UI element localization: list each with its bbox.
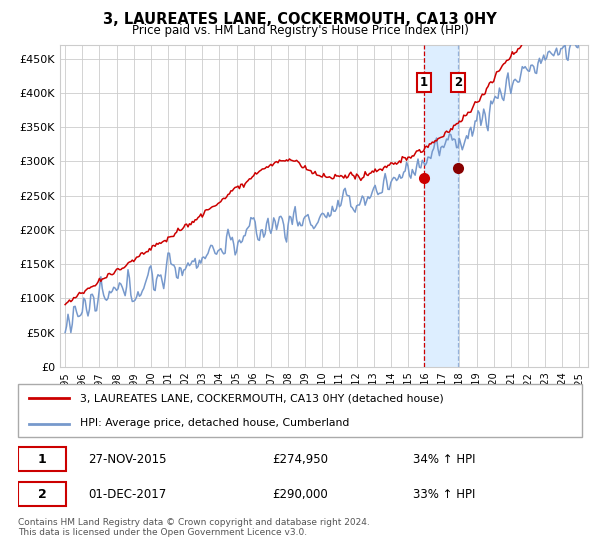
Text: Price paid vs. HM Land Registry's House Price Index (HPI): Price paid vs. HM Land Registry's House … <box>131 24 469 36</box>
Text: 2: 2 <box>454 76 462 89</box>
Text: 3, LAUREATES LANE, COCKERMOUTH, CA13 0HY (detached house): 3, LAUREATES LANE, COCKERMOUTH, CA13 0HY… <box>80 394 444 404</box>
Text: 3, LAUREATES LANE, COCKERMOUTH, CA13 0HY: 3, LAUREATES LANE, COCKERMOUTH, CA13 0HY <box>103 12 497 27</box>
Text: 33% ↑ HPI: 33% ↑ HPI <box>413 488 475 501</box>
Text: 1: 1 <box>38 452 46 466</box>
Text: 27-NOV-2015: 27-NOV-2015 <box>89 452 167 466</box>
FancyBboxPatch shape <box>18 482 66 506</box>
FancyBboxPatch shape <box>18 384 582 437</box>
Text: 01-DEC-2017: 01-DEC-2017 <box>89 488 167 501</box>
Text: HPI: Average price, detached house, Cumberland: HPI: Average price, detached house, Cumb… <box>80 418 349 428</box>
Text: £274,950: £274,950 <box>272 452 328 466</box>
Text: 1: 1 <box>419 76 428 89</box>
Bar <box>424 45 458 367</box>
FancyBboxPatch shape <box>18 447 66 471</box>
Text: 34% ↑ HPI: 34% ↑ HPI <box>413 452 475 466</box>
Text: Contains HM Land Registry data © Crown copyright and database right 2024.
This d: Contains HM Land Registry data © Crown c… <box>18 518 370 538</box>
Text: 2: 2 <box>38 488 46 501</box>
Text: £290,000: £290,000 <box>272 488 328 501</box>
